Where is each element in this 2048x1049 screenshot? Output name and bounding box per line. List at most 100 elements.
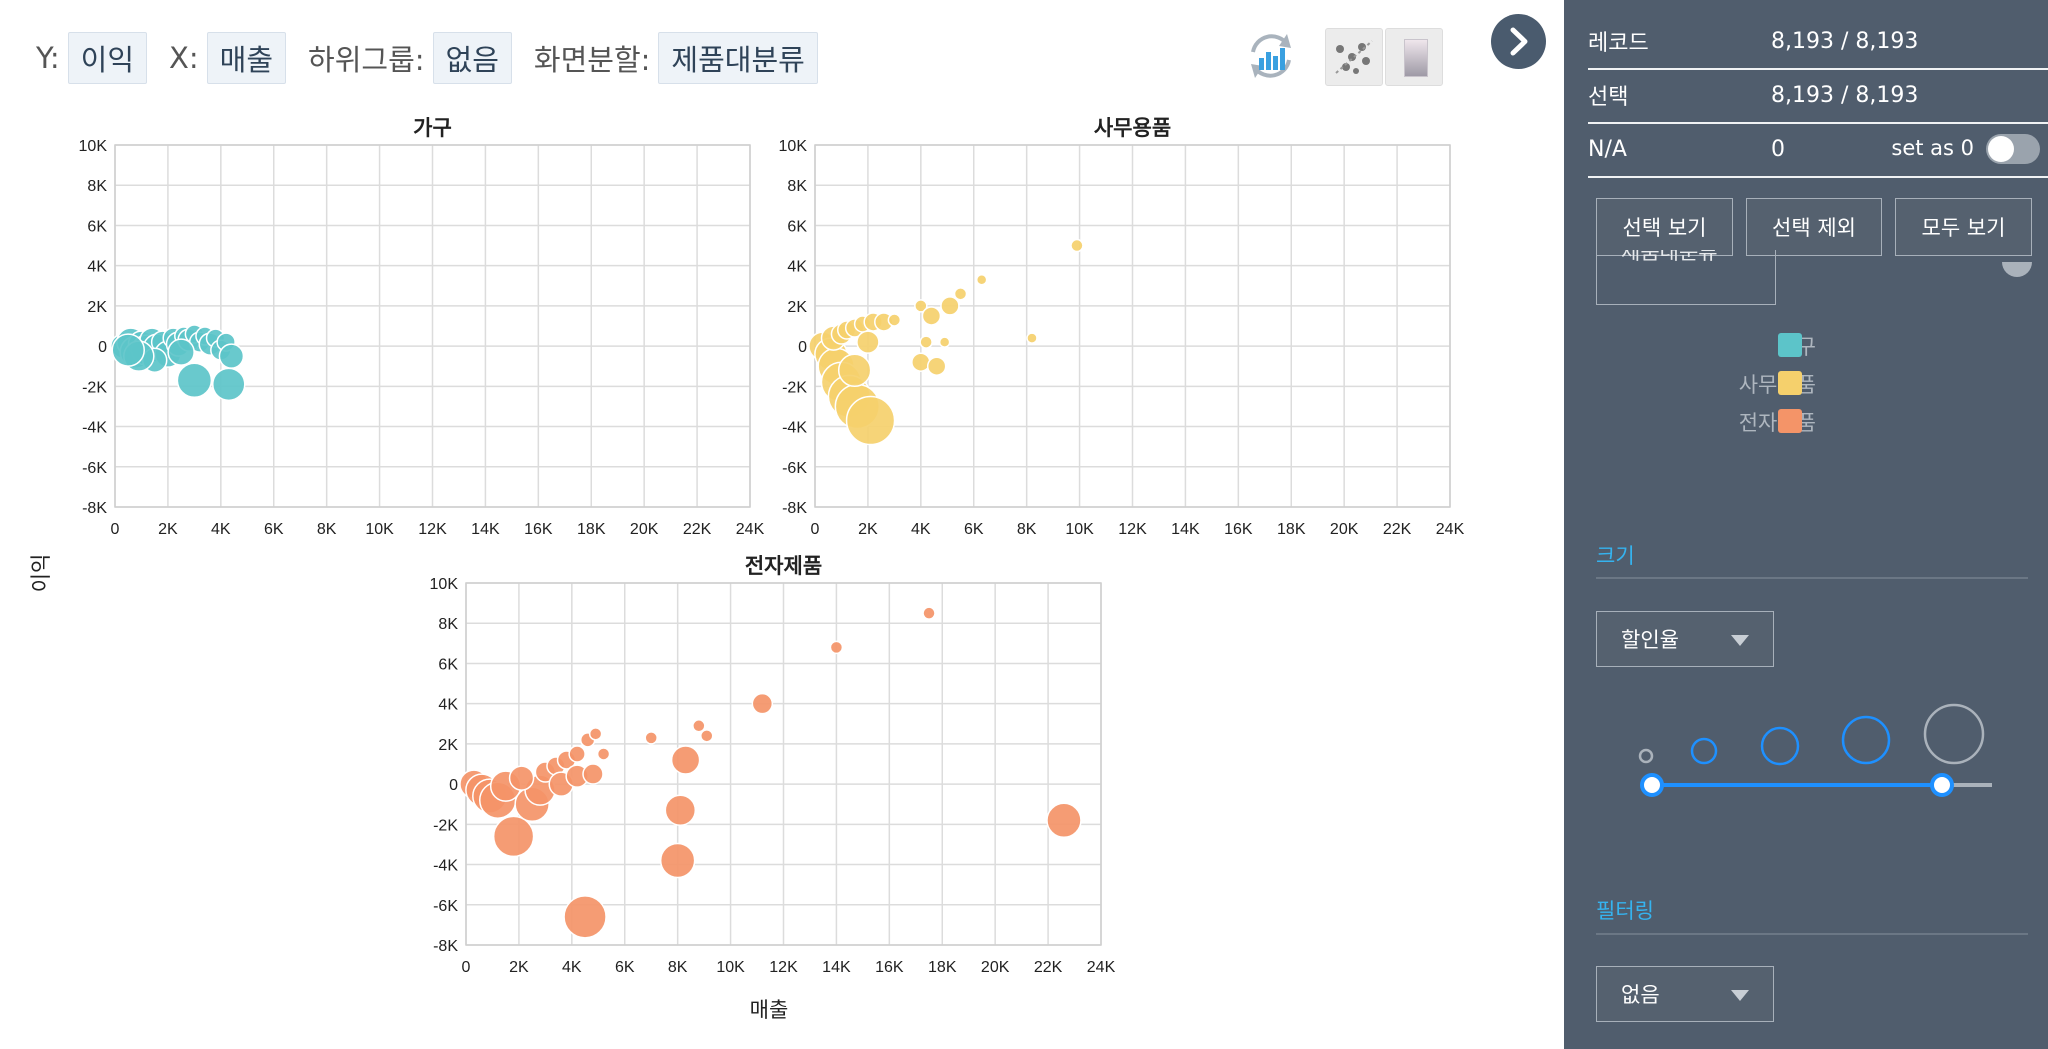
selected-label: 선택 — [1588, 85, 1629, 110]
size-range-slider[interactable] — [1564, 690, 2048, 820]
x-tick-label: 2K — [509, 959, 529, 976]
y-tick-label: 10K — [779, 138, 808, 155]
x-tick-label: 8K — [1017, 521, 1037, 538]
show-all-button[interactable]: 모두 보기 — [1895, 198, 2032, 256]
y-tick-label: -8K — [433, 938, 458, 955]
exclude-selected-button[interactable]: 선택 제외 — [1746, 198, 1882, 256]
y-tick-label: 6K — [787, 218, 807, 235]
chevron-down-icon — [1731, 635, 1749, 646]
size-preview-circle — [1638, 748, 1654, 764]
data-point — [596, 747, 611, 761]
data-point — [953, 287, 968, 301]
filter-dropdown-value: 없음 — [1621, 983, 1660, 1007]
x-tick-label: 14K — [1171, 521, 1200, 538]
y-tick-label: 2K — [438, 737, 458, 754]
x-tick-label: 14K — [471, 521, 500, 538]
scatter-type-button[interactable] — [1325, 28, 1383, 86]
data-point — [975, 273, 988, 286]
y-tick-label: -6K — [82, 460, 107, 477]
data-point — [167, 338, 195, 366]
axis-config-bar: Y: 이익 X: 매출 하위그룹: 없음 화면분할: 제품대분류 — [36, 32, 840, 84]
y-tick-label: 0 — [449, 777, 458, 794]
plot-frame — [465, 582, 1102, 946]
x-axis-selector[interactable]: 매출 — [206, 32, 287, 84]
na-value: 0 — [1771, 136, 1785, 162]
color-by-dropdown[interactable]: 제품대분류 — [1596, 250, 1776, 305]
split-selector[interactable]: 제품대분류 — [658, 32, 818, 84]
x-tick-label: 16K — [875, 959, 904, 976]
slider-min-handle[interactable] — [1640, 773, 1664, 797]
records-label: 레코드 — [1588, 31, 1649, 56]
y-tick-label: 4K — [438, 697, 458, 714]
na-row: N/A 0 set as 0 — [1588, 122, 2048, 178]
y-tick-label: 8K — [787, 178, 807, 195]
x-tick-label: 0 — [462, 959, 471, 976]
records-row: 레코드 8,193 / 8,193 — [1588, 14, 2048, 70]
subgroup-label: 하위그룹: — [308, 43, 425, 77]
data-point — [111, 333, 145, 367]
y-tick-label: 8K — [438, 616, 458, 633]
color-scale-button[interactable] — [1385, 28, 1443, 86]
data-point — [922, 606, 936, 620]
filter-section-divider — [1596, 933, 2028, 935]
x-tick-label: 10K — [1065, 521, 1094, 538]
y-tick-label: -8K — [82, 500, 107, 517]
y-axis-title: 이익 — [30, 554, 53, 593]
plot-frame — [114, 144, 751, 508]
subgroup-selector[interactable]: 없음 — [432, 32, 512, 84]
data-point — [919, 335, 933, 349]
filter-section-title: 필터링 — [1596, 899, 1654, 923]
x-axis-title: 매출 — [750, 999, 789, 1022]
legend-swatch-office[interactable] — [1778, 371, 1802, 395]
y-axis-selector[interactable]: 이익 — [67, 32, 148, 84]
x-tick-label: 20K — [1330, 521, 1359, 538]
x-tick-label: 10K — [365, 521, 394, 538]
x-tick-label: 8K — [668, 959, 688, 976]
x-tick-label: 4K — [211, 521, 231, 538]
x-tick-label: 2K — [858, 521, 878, 538]
data-point — [1026, 332, 1038, 344]
size-preview-circle — [1841, 715, 1891, 765]
y-tick-label: 8K — [87, 178, 107, 195]
show-selected-button[interactable]: 선택 보기 — [1596, 198, 1733, 256]
size-by-dropdown-value: 할인율 — [1621, 628, 1679, 652]
data-point — [670, 745, 701, 775]
color-option-icon[interactable] — [2002, 262, 2032, 277]
data-point — [582, 763, 604, 785]
y-tick-label: -6K — [782, 460, 807, 477]
size-preview-circle — [1760, 726, 1800, 766]
y-tick-label: -2K — [82, 379, 107, 396]
y-tick-label: 4K — [87, 259, 107, 276]
slider-max-handle[interactable] — [1930, 773, 1954, 797]
size-section-title: 크기 — [1596, 544, 1635, 568]
toggle-panel-button[interactable] — [1491, 14, 1546, 69]
size-by-dropdown[interactable]: 할인율 — [1596, 611, 1774, 667]
data-point — [492, 815, 535, 858]
filter-dropdown[interactable]: 없음 — [1596, 966, 1774, 1022]
x-tick-label: 18K — [1277, 521, 1306, 538]
x-tick-label: 2K — [158, 521, 178, 538]
data-point — [940, 296, 960, 316]
data-point — [845, 395, 896, 446]
data-point — [659, 842, 696, 879]
data-point — [914, 299, 928, 313]
x-axis-label: X: — [169, 41, 199, 75]
x-tick-label: 18K — [928, 959, 957, 976]
data-point — [692, 719, 706, 733]
x-tick-label: 24K — [1087, 959, 1116, 976]
refresh-chart-button[interactable] — [1243, 28, 1299, 84]
data-point — [887, 313, 902, 327]
set-as-zero-toggle[interactable] — [1986, 134, 2040, 164]
panel-title: 가구 — [413, 117, 452, 140]
y-tick-label: 10K — [79, 138, 108, 155]
x-tick-label: 14K — [822, 959, 851, 976]
y-tick-label: 6K — [87, 218, 107, 235]
x-tick-label: 6K — [964, 521, 984, 538]
legend-swatch-electronics[interactable] — [1778, 409, 1802, 433]
y-tick-label: 2K — [87, 299, 107, 316]
legend-swatch-furniture[interactable] — [1778, 333, 1802, 357]
x-tick-label: 6K — [615, 959, 635, 976]
data-point — [829, 640, 844, 655]
y-tick-label: 2K — [787, 299, 807, 316]
